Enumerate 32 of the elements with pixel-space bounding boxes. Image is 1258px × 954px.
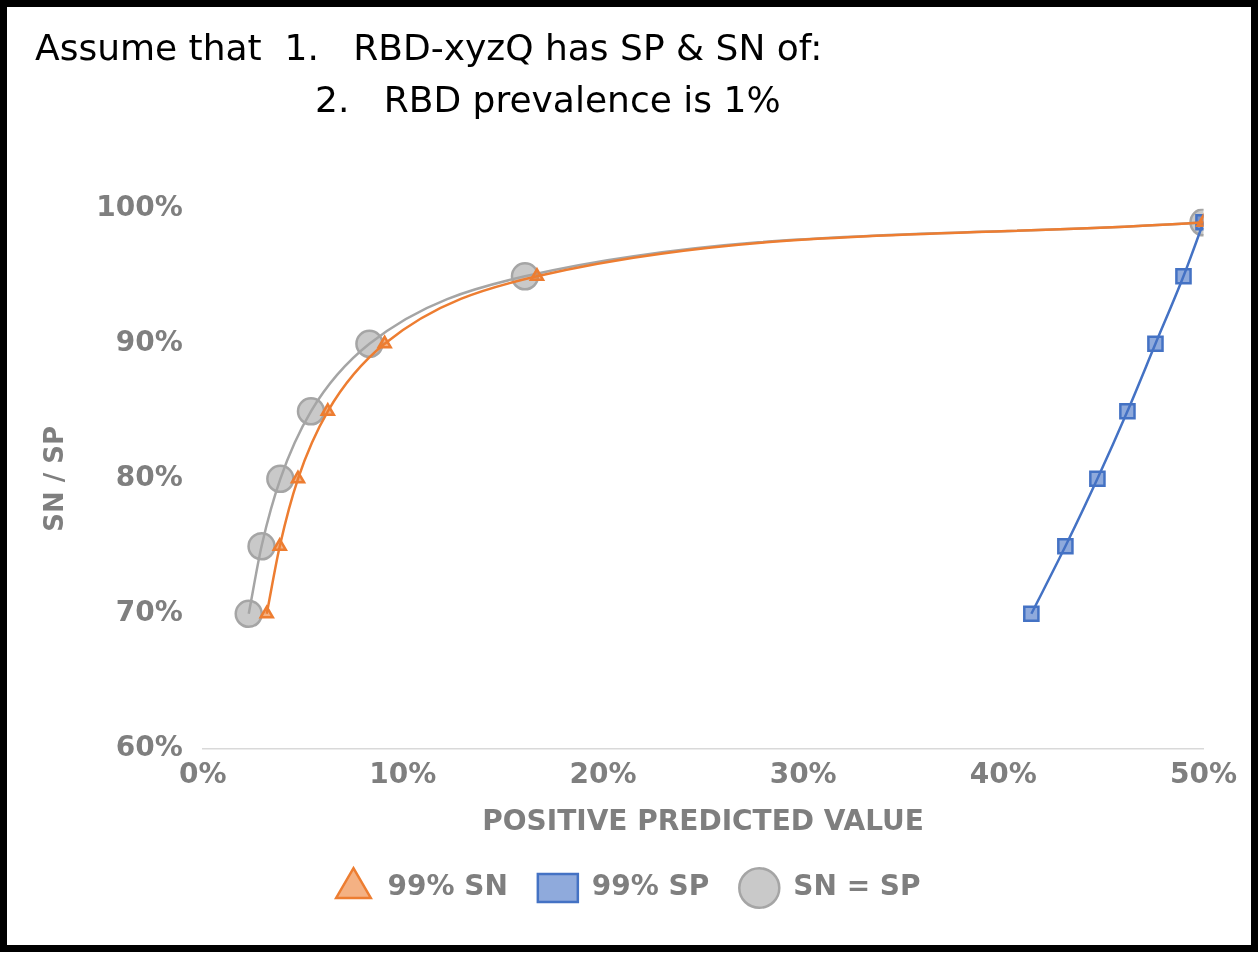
x-tick-label: 40%: [969, 756, 1037, 790]
point: [1147, 335, 1164, 353]
x-tick-label: 10%: [369, 756, 437, 790]
chart-subtitle: 2. RBD prevalence is 1%: [315, 79, 781, 120]
x-tick-label: 50%: [1169, 756, 1238, 790]
x-tick-label: 20%: [569, 756, 637, 790]
legend-label: 99% SP: [591, 869, 710, 903]
point: [296, 397, 326, 426]
point: [377, 335, 392, 349]
legend-label: 99% SN: [387, 869, 508, 903]
point: [247, 532, 276, 561]
chart-title: Assume that 1. RBD-xyzQ has SP & SN of:: [35, 27, 823, 68]
point: [272, 538, 288, 552]
point: [1089, 470, 1106, 488]
point: [320, 403, 336, 417]
point: [1119, 402, 1136, 420]
y-tick-label: 80%: [115, 460, 183, 494]
point: [266, 464, 295, 494]
legend-label: SN = SP: [793, 869, 921, 903]
point: [1057, 537, 1074, 555]
y-tick-label: 70%: [115, 595, 183, 629]
point: [259, 605, 275, 619]
point: [234, 599, 263, 629]
point: [1023, 605, 1040, 623]
point: [290, 470, 306, 484]
y-tick-label: 90%: [115, 325, 183, 359]
y-tick-label: 100%: [96, 190, 183, 224]
point: [1175, 267, 1192, 285]
y-axis-title: SN / SP: [39, 425, 70, 532]
x-tick-label: 30%: [769, 756, 837, 790]
point: [529, 268, 545, 282]
x-axis-title: POSITIVE PREDICTED VALUE: [482, 804, 924, 838]
